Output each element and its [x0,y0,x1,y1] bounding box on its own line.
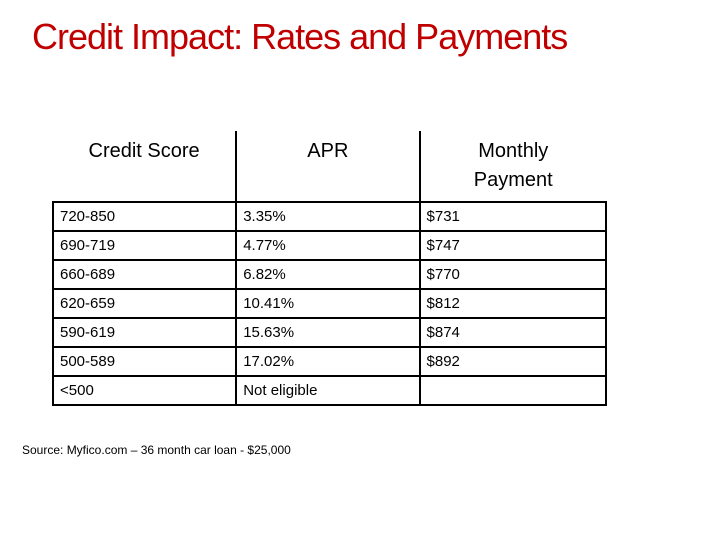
header-apr: APR [235,131,421,202]
header-credit-score: Credit Score [53,131,238,202]
apr-cell: 3.35% [235,201,421,232]
monthly-payment-cell: $812 [418,288,608,319]
table-row: 620-659 10.41% $812 [51,288,608,319]
table-row: 690-719 4.77% $747 [51,230,608,261]
monthly-payment-cell: $874 [418,317,608,348]
table-row: 590-619 15.63% $874 [51,317,608,348]
apr-cell: Not eligible [235,375,421,406]
monthly-payment-cell: $747 [418,230,608,261]
table-row: 660-689 6.82% $770 [51,259,608,290]
page-title: Credit Impact: Rates and Payments [32,16,568,57]
apr-cell: 17.02% [235,346,421,377]
credit-score-cell: <500 [51,375,238,406]
credit-score-cell: 590-619 [51,317,238,348]
table-row: <500 Not eligible [51,375,608,406]
monthly-payment-cell: $770 [418,259,608,290]
source-note: Source: Myfico.com – 36 month car loan -… [22,443,291,457]
table-row: 720-850 3.35% $731 [51,201,608,232]
header-monthly-payment: Monthly Payment [418,131,606,202]
monthly-payment-cell: $892 [418,346,608,377]
credit-rates-table: Credit Score APR Monthly Payment 720-850… [51,131,608,406]
credit-score-cell: 660-689 [51,259,238,290]
monthly-payment-cell [418,375,608,406]
apr-cell: 10.41% [235,288,421,319]
credit-score-cell: 620-659 [51,288,238,319]
credit-score-cell: 720-850 [51,201,238,232]
monthly-payment-cell: $731 [418,201,608,232]
header-monthly-payment-label: Monthly Payment [473,140,553,191]
credit-score-cell: 690-719 [51,230,238,261]
table-header-row: Credit Score APR Monthly Payment [53,131,606,202]
table-row: 500-589 17.02% $892 [51,346,608,377]
apr-cell: 15.63% [235,317,421,348]
apr-cell: 4.77% [235,230,421,261]
credit-score-cell: 500-589 [51,346,238,377]
apr-cell: 6.82% [235,259,421,290]
